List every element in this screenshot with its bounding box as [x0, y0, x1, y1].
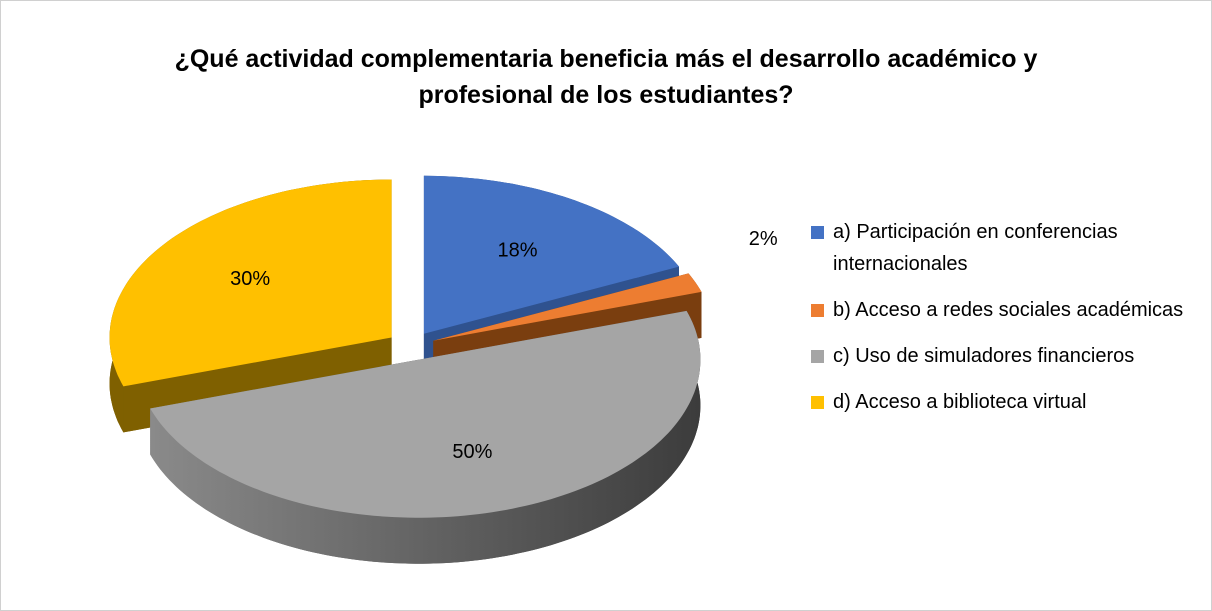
legend-item: c) Uso de simuladores financieros	[811, 340, 1201, 372]
pie-slice	[433, 273, 702, 341]
data-label: 50%	[452, 441, 492, 463]
legend-label: d) Acceso a biblioteca virtual	[833, 391, 1087, 413]
legend-item: a) Participación en conferencias interna…	[811, 216, 1201, 280]
data-label: 18%	[498, 239, 538, 261]
legend: a) Participación en conferencias interna…	[811, 216, 1201, 432]
chart-title: ¿Qué actividad complementaria beneficia …	[174, 45, 1038, 109]
legend-label: c) Uso de simuladores financieros	[833, 345, 1135, 367]
legend-swatch	[811, 304, 824, 317]
legend-label: a) Participación en conferencias interna…	[833, 221, 1118, 275]
data-label: 30%	[230, 268, 270, 290]
legend-item: b) Acceso a redes sociales académicas	[811, 294, 1201, 326]
pie-slice	[150, 310, 701, 518]
legend-swatch	[811, 350, 824, 363]
data-label: 2%	[749, 228, 778, 250]
slice-side	[150, 310, 701, 564]
pie-slice	[423, 175, 679, 334]
legend-swatch	[811, 226, 824, 239]
legend-label: b) Acceso a redes sociales académicas	[833, 299, 1184, 321]
legend-item: d) Acceso a biblioteca virtual	[811, 386, 1201, 418]
pie-slice	[109, 179, 392, 387]
legend-swatch	[811, 396, 824, 409]
